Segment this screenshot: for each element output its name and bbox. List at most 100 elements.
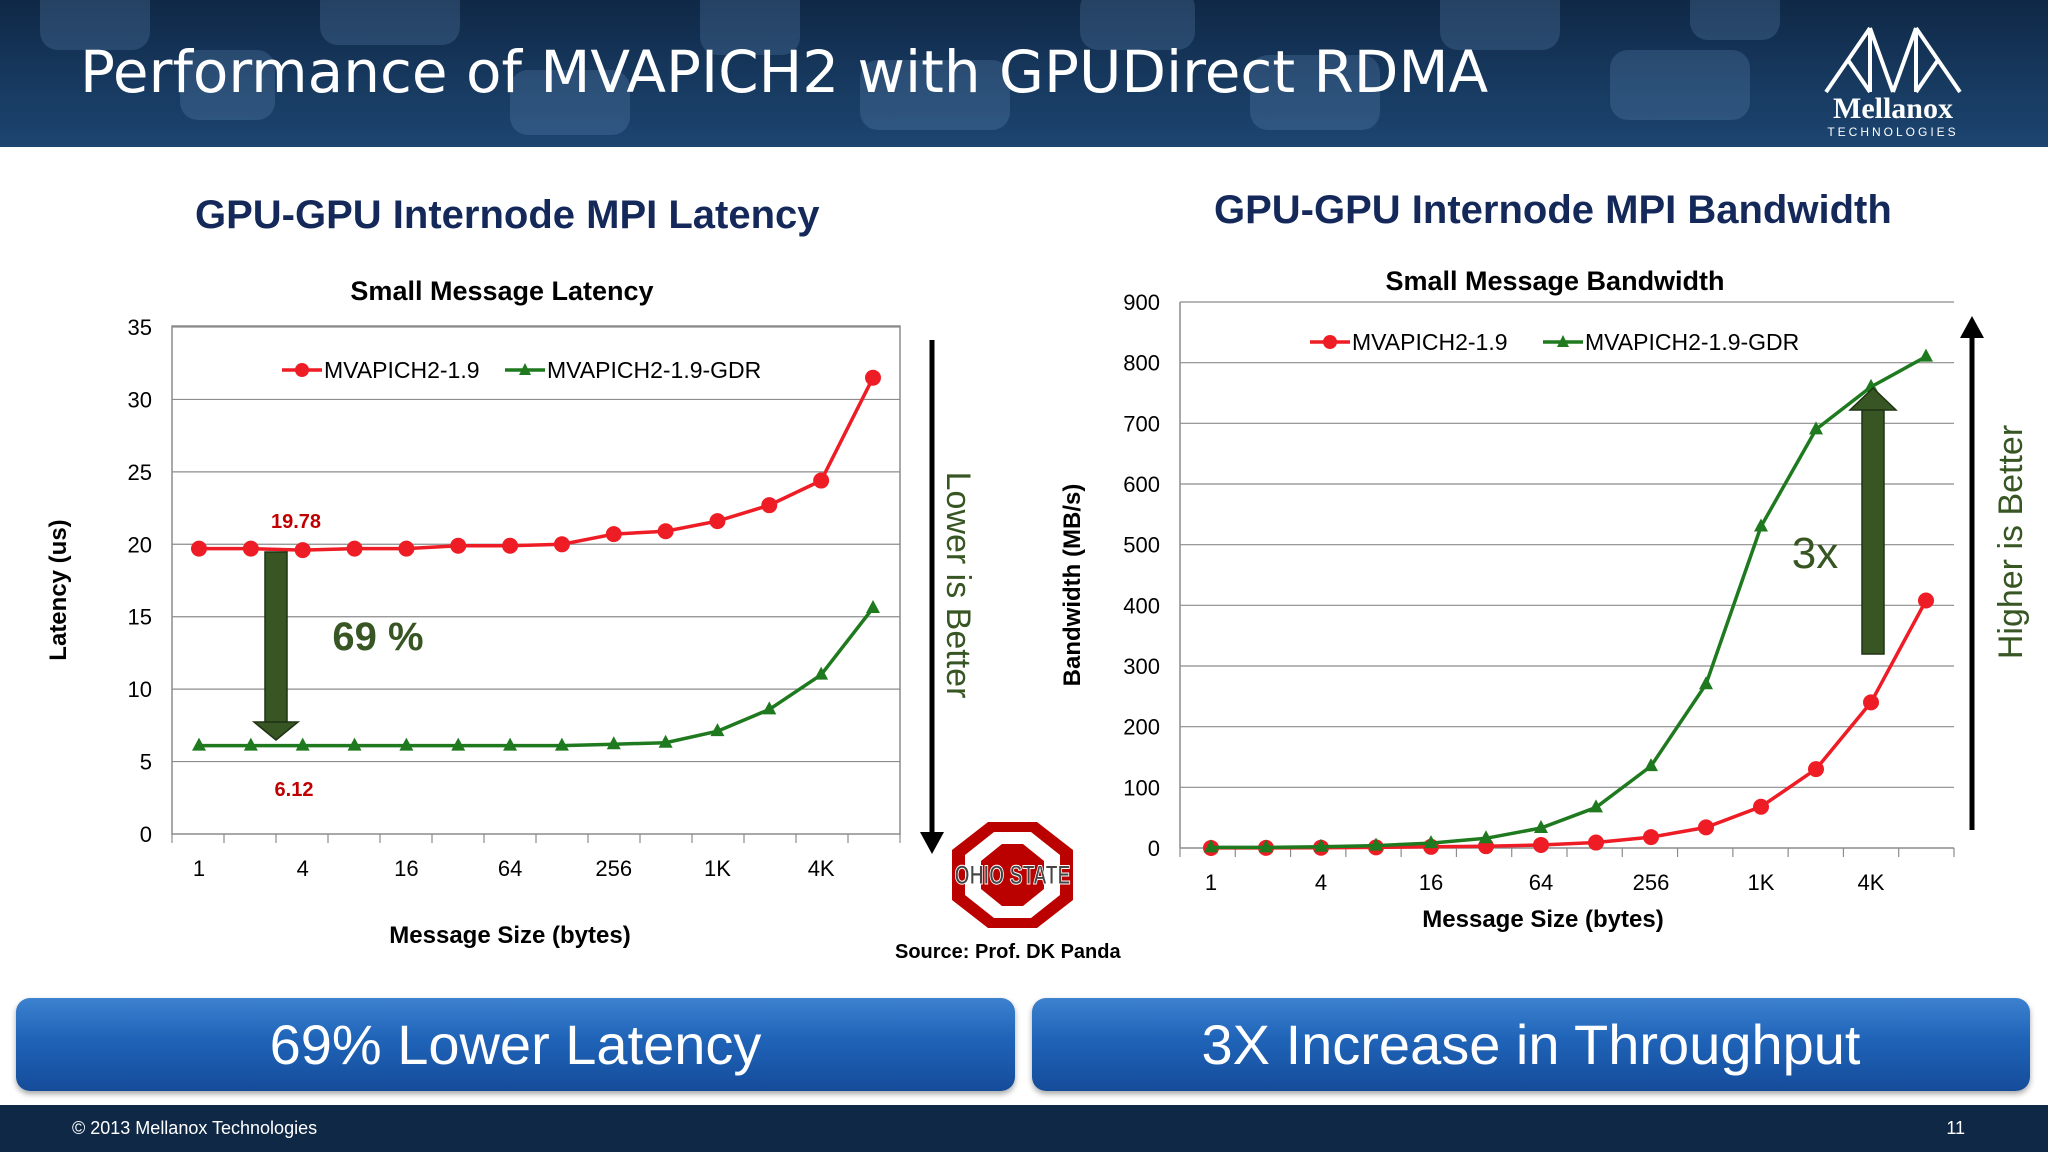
bw-y-tick-label: 400: [1123, 593, 1160, 618]
lat-y-tick-label: 0: [140, 822, 152, 847]
lat-point-2: [606, 736, 621, 750]
lat-legend-label: MVAPICH2-1.9-GDR: [547, 357, 761, 383]
bandwidth-improvement-label: 3x: [1792, 529, 1838, 578]
bw-point-1: [1808, 761, 1824, 778]
lat-legend-marker: [519, 363, 531, 375]
lat-legend-marker: [295, 363, 309, 377]
bw-x-tick-label: 64: [1529, 870, 1553, 895]
footer: © 2013 Mellanox Technologies 11: [0, 1105, 2048, 1152]
lat-point-2: [399, 737, 414, 751]
bw-series-line-2: [1211, 355, 1927, 850]
bandwidth-x-axis-label: Message Size (bytes): [1422, 906, 1663, 933]
latency-y-axis-label: Latency (us): [45, 519, 72, 660]
logo-name: Mellanox: [1833, 92, 1953, 125]
bw-point-2: [1424, 835, 1438, 849]
lat-point-2: [710, 723, 725, 737]
bw-y-tick-label: 100: [1123, 775, 1160, 800]
lat-point-1: [346, 540, 363, 557]
bw-point-2: [1644, 758, 1658, 772]
bw-y-tick-label: 0: [1148, 836, 1160, 861]
throughput-summary-banner: 3X Increase in Throughput: [1032, 998, 2030, 1091]
lat-point-1: [761, 497, 778, 514]
logo-subtitle: TECHNOLOGIES: [1827, 125, 1959, 139]
lat-y-tick-label: 15: [128, 605, 152, 630]
lat-point-1: [865, 369, 881, 386]
bandwidth-y-axis-label: Bandwidth (MB/s): [1059, 484, 1086, 687]
lat-series-line-1: [199, 376, 875, 552]
latency-chart-title: Small Message Latency: [350, 276, 653, 306]
lat-point-1: [398, 540, 415, 557]
lat-point-1: [294, 542, 311, 559]
lat-point-2: [451, 737, 466, 751]
lat-legend-label: MVAPICH2-1.9: [324, 357, 480, 383]
latency-x-axis-label: Message Size (bytes): [389, 922, 630, 949]
lat-y-tick-label: 5: [140, 750, 152, 775]
bw-point-1: [1533, 836, 1549, 853]
latency-chart: 0 5 10 15 20 25 30 35 1 4 16 64 256 1K 4K Small Messa…: [45, 276, 977, 949]
slide-title: Performance of MVAPICH2 with GPUDirect R…: [80, 38, 1489, 106]
lat-series-line-2: [199, 606, 875, 748]
bw-legend-label: MVAPICH2-1.9-GDR: [1585, 329, 1799, 355]
lat-point-2: [243, 737, 258, 751]
bandwidth-panel-heading: GPU-GPU Internode MPI Bandwidth: [1214, 188, 1892, 232]
lat-point-2: [295, 737, 310, 751]
bandwidth-increase-arrow: [1861, 409, 1885, 655]
latency-panel-heading: GPU-GPU Internode MPI Latency: [195, 193, 820, 237]
bw-y-tick-label: 700: [1123, 411, 1160, 436]
lat-point-2: [347, 737, 362, 751]
bw-point-2: [1314, 838, 1328, 852]
lat-x-tick-label: 16: [394, 856, 418, 881]
bw-x-tick-label: 1K: [1748, 870, 1775, 895]
lat-x-tick-label: 1K: [704, 856, 731, 881]
bw-x-tick-label: 4: [1315, 870, 1327, 895]
bw-y-tick-label: 800: [1123, 351, 1160, 376]
bw-point-2: [1699, 676, 1713, 690]
page-number: 11: [1946, 1118, 1965, 1138]
ohio-state-logo-text: OHIO STATE: [955, 860, 1071, 890]
bw-x-tick-label: 4K: [1858, 870, 1885, 895]
mellanox-logo: Mellanox TECHNOLOGIES: [1818, 22, 1968, 139]
bw-point-1: [1588, 834, 1604, 851]
lat-point-1: [450, 537, 467, 554]
bw-point-1: [1698, 819, 1714, 836]
bw-y-tick-label: 300: [1123, 654, 1160, 679]
bw-y-tick-label: 500: [1123, 533, 1160, 558]
lower-is-better-arrow-head: [920, 832, 944, 854]
lat-point-2: [192, 737, 206, 751]
bw-series-line-1: [1211, 599, 1928, 850]
latency-summary-banner: 69% Lower Latency: [16, 998, 1015, 1091]
lat-point-2: [503, 737, 518, 751]
latency-improvement-label: 69 %: [332, 615, 423, 659]
bw-point-1: [1863, 694, 1879, 711]
latency-top-value: 19.78: [271, 511, 321, 533]
latency-reduction-arrow-head: [251, 721, 301, 741]
lat-y-tick-label: 30: [128, 387, 152, 412]
lat-point-2: [762, 701, 777, 715]
bw-point-1: [1918, 592, 1934, 609]
bw-x-tick-label: 16: [1419, 870, 1443, 895]
lat-x-tick-label: 4: [297, 856, 309, 881]
bw-point-2: [1479, 830, 1493, 844]
bw-legend-marker: [1557, 335, 1569, 347]
lat-point-2: [554, 737, 569, 751]
bw-point-2: [1809, 421, 1823, 435]
bw-point-2: [1589, 799, 1603, 813]
lat-y-tick-label: 10: [128, 677, 152, 702]
bw-point-2: [1754, 518, 1768, 532]
bw-point-2: [1369, 837, 1383, 851]
bw-x-tick-label: 1: [1205, 870, 1217, 895]
lat-point-2: [866, 600, 880, 614]
bw-y-tick-label: 900: [1123, 290, 1160, 315]
bandwidth-chart-title: Small Message Bandwidth: [1385, 266, 1724, 296]
higher-is-better-arrow-head: [1960, 316, 1984, 338]
lower-is-better-label: Lower is Better: [939, 472, 977, 699]
bw-x-tick-label: 256: [1633, 870, 1670, 895]
lat-point-1: [605, 526, 622, 543]
bw-y-tick-label: 600: [1123, 472, 1160, 497]
latency-reduction-arrow: [264, 551, 288, 723]
bandwidth-chart: 0 100 200 300 400 500 600 700 800 900 1 4 16 64 256 1K…: [1059, 266, 2030, 933]
lat-x-tick-label: 256: [595, 856, 632, 881]
bw-y-tick-label: 200: [1123, 715, 1160, 740]
lat-point-1: [709, 513, 726, 530]
